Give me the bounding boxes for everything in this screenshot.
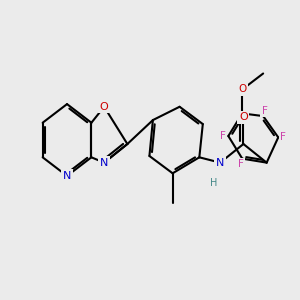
Text: O: O <box>239 112 248 122</box>
Text: H: H <box>210 178 217 188</box>
Text: O: O <box>100 102 109 112</box>
Text: F: F <box>220 131 226 141</box>
Text: F: F <box>238 159 244 169</box>
Text: O: O <box>238 85 246 94</box>
Text: N: N <box>100 158 108 168</box>
Text: F: F <box>280 132 286 142</box>
Text: F: F <box>262 106 268 116</box>
Text: N: N <box>63 171 71 181</box>
Text: N: N <box>216 158 224 168</box>
